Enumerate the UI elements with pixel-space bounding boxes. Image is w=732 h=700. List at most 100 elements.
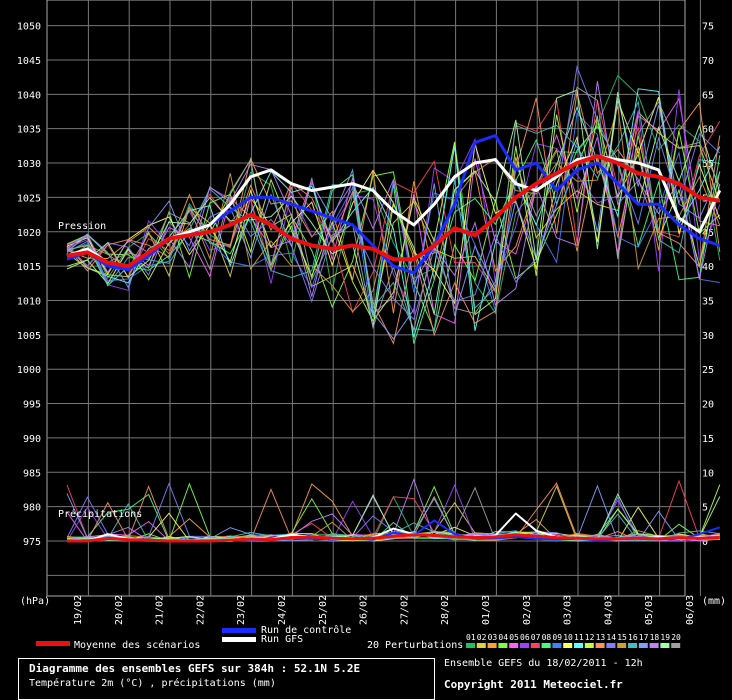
perturbation-swatch: [671, 643, 681, 648]
precip-tick-label: 10: [702, 468, 714, 479]
right-unit-label: (mm): [702, 596, 726, 607]
perturbation-pressure-line: [66, 88, 721, 338]
perturbation-id-label: 03: [488, 633, 498, 642]
chart-subtitle: Température 2m (°C) , précipitations (mm…: [29, 678, 276, 689]
chart-legend: Moyenne des scénarios Run de contrôle Ru…: [36, 624, 681, 651]
pressure-tick-label: 1030: [17, 159, 41, 170]
gfs-legend-label: Run GFS: [261, 634, 303, 645]
plot-frame: [46, 0, 686, 597]
pressure-tick-label: 1015: [17, 262, 41, 273]
ensemble-run-text: Ensemble GEFS du 18/02/2011 - 12h: [444, 658, 643, 669]
perturbation-id-label: 06: [520, 633, 530, 642]
mean-legend-swatch: [36, 641, 70, 646]
main-series-lines: [66, 134, 722, 543]
perturbation-id-label: 19: [660, 633, 670, 642]
perturbation-pressure-line: [66, 81, 721, 306]
control-legend-swatch: [222, 628, 256, 633]
pressure-tick-label: 1045: [17, 56, 41, 67]
precip-tick-label: 15: [702, 434, 714, 445]
date-tick-label: 21/02: [155, 595, 166, 625]
pressure-section-label: Pression: [58, 221, 106, 232]
perturbation-pressure-line: [66, 86, 721, 333]
date-tick-label: 04/03: [603, 595, 614, 625]
perturbation-swatch: [660, 643, 670, 648]
date-tick-label: 06/03: [685, 595, 696, 625]
run-info: Ensemble GEFS du 18/02/2011 - 12h Copyri…: [444, 658, 643, 691]
pressure-tick-label: 1025: [17, 193, 41, 204]
perturbation-swatch: [649, 643, 659, 648]
perturbation-swatch: [574, 643, 583, 648]
mean-legend-label: Moyenne des scénarios: [74, 639, 200, 651]
perturbation-lines: [66, 65, 721, 542]
perturbation-id-label: 12: [585, 633, 595, 642]
precip-tick-label: 0: [702, 537, 708, 548]
precip-tick-label: 25: [702, 365, 714, 376]
precip-tick-label: 45: [702, 228, 714, 239]
perturbation-id-label: 05: [509, 633, 519, 642]
series-pressure-line: [66, 154, 721, 269]
date-tick-label: 26/02: [359, 595, 370, 625]
perturbation-pressure-line: [66, 65, 721, 321]
precip-tick-label: 70: [702, 56, 714, 67]
perturbation-id-label: 08: [542, 633, 552, 642]
date-tick-label: 01/03: [481, 595, 492, 625]
date-tick-label: 03/03: [563, 595, 574, 625]
perturbation-swatch: [563, 643, 573, 648]
perturbation-swatch: [552, 643, 562, 648]
perturbation-id-label: 18: [650, 633, 660, 642]
control-legend-label: Run de contrôle: [261, 624, 351, 636]
date-tick-label: 24/02: [277, 595, 288, 625]
date-tick-label: 22/02: [195, 595, 206, 625]
perturbation-swatches: 01 02 03 04 05 06 07 08 09 10 11 12 13 14 15 16 17 18 19 20: [466, 633, 681, 648]
precip-tick-label: 60: [702, 125, 714, 136]
pressure-tick-label: 985: [23, 468, 41, 479]
perturbation-swatch: [617, 643, 627, 648]
perturbation-swatch: [606, 643, 616, 648]
precip-tick-label: 65: [702, 90, 714, 101]
perturbation-pressure-line: [66, 89, 721, 327]
chart-title: Diagramme des ensembles GEFS sur 384h : …: [29, 662, 361, 675]
gfs-legend-swatch: [222, 637, 256, 642]
pressure-tick-label: 1010: [17, 296, 41, 307]
perturbation-id-label: 17: [639, 633, 649, 642]
series-precip-line: [67, 533, 720, 543]
perturbation-pressure-line: [66, 100, 720, 332]
perturbation-swatch: [509, 643, 519, 648]
date-axis: 19/02 20/02 21/02 22/02 23/02 24/02 25/02 26/02…: [73, 595, 696, 625]
date-tick-label: 05/03: [644, 595, 655, 625]
perturbation-id-label: 14: [606, 633, 616, 642]
precip-tick-label: 20: [702, 400, 714, 411]
pressure-tick-label: 1050: [17, 22, 41, 33]
perturbation-swatch: [476, 643, 486, 648]
pressure-tick-label: 1000: [17, 365, 41, 376]
date-tick-label: 27/02: [399, 595, 410, 625]
pressure-tick-label: 975: [23, 537, 41, 548]
pressure-tick-label: 980: [23, 503, 41, 514]
perturbation-pressure-line: [66, 101, 721, 314]
perturbation-swatch: [466, 643, 475, 648]
date-tick-label: 20/02: [114, 595, 125, 625]
precip-tick-label: 5: [702, 503, 708, 514]
date-tick-label: 23/02: [236, 595, 247, 625]
date-tick-label: 28/02: [440, 595, 451, 625]
perturbation-swatch: [498, 643, 508, 648]
precip-tick-label: 40: [702, 262, 714, 273]
perturbation-id-label: 01: [466, 633, 476, 642]
copyright-text: Copyright 2011 Meteociel.fr: [444, 678, 623, 691]
perturbation-id-label: 09: [552, 633, 562, 642]
pressure-tick-label: 995: [23, 400, 41, 411]
perturbation-swatch: [595, 643, 605, 648]
perturbation-swatch: [487, 643, 497, 648]
perturbation-id-label: 16: [628, 633, 638, 642]
perturbation-id-label: 15: [617, 633, 627, 642]
pressure-tick-label: 1040: [17, 90, 41, 101]
perturbation-swatch: [638, 643, 648, 648]
chart-info-box: Diagramme des ensembles GEFS sur 384h : …: [18, 658, 435, 700]
perturbation-id-label: 11: [574, 633, 584, 642]
perturbation-pressure-line: [66, 97, 720, 324]
perturbation-id-label: 02: [477, 633, 487, 642]
pressure-tick-label: 1005: [17, 331, 41, 342]
perturbation-id-label: 10: [563, 633, 573, 642]
precip-tick-label: 75: [702, 22, 714, 33]
